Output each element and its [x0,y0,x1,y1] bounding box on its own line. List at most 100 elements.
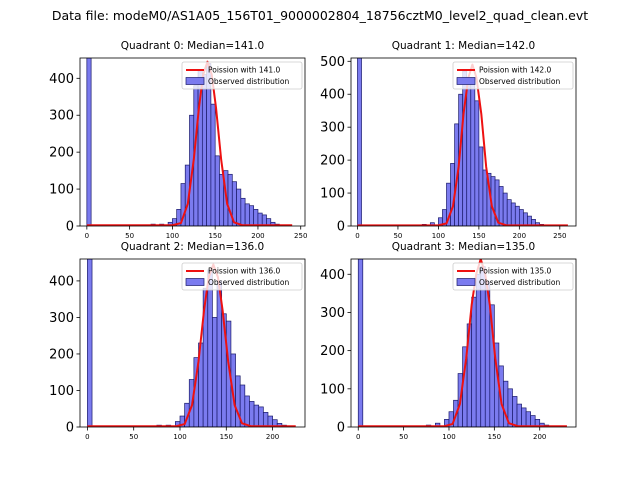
histogram-bar [357,259,364,427]
histogram-bar [512,396,518,427]
histogram-bar [510,202,516,226]
y-tick-label: 0 [66,220,74,235]
x-tick-label: 100 [442,433,455,441]
quadrant-panels: Quadrant 0: Median=141.0 0 100 200 300 400 0 50… [49,40,577,441]
histogram-bar [435,422,441,427]
quadrant-2-panel: Quadrant 2: Median=136.0 0 100 200 300 400 0 50… [49,241,306,441]
histogram-bar [475,273,482,427]
histogram-bar [474,100,480,226]
histogram-bar [506,199,512,226]
legend-label-poisson: Poission with 136.0 [208,267,281,276]
legend-box [452,262,574,291]
y-tick-label: 300 [49,109,74,124]
x-tick-label: 0 [85,232,89,240]
axes-frame [79,57,306,227]
x-tick-label: 200 [266,433,279,441]
legend-label-poisson: Poission with 142.0 [479,66,552,75]
y-tick-label: 400 [49,72,74,87]
histogram-bar [210,103,216,226]
x-tick-label: 50 [129,433,138,441]
x-tick-label: 0 [85,433,89,441]
y-tick-label: 400 [320,88,345,103]
histogram-bar [214,155,220,226]
histogram-bar [480,266,486,427]
histogram-bar [244,203,250,226]
x-tick-label: 200 [533,433,546,441]
x-tick-label: 0 [355,232,359,240]
poisson-curve [358,259,567,427]
histogram-bar [257,212,263,226]
x-tick-label: 50 [393,232,402,240]
x-tick-label: 150 [220,433,233,441]
quadrant-title: Quadrant 2: Median=136.0 [121,241,264,253]
legend-box [452,61,574,90]
y-tick-label: 0 [337,421,345,436]
histogram-bar [249,401,255,427]
histogram-bar [249,205,255,226]
quadrant-1-panel: Quadrant 1: Median=142.0 0 100 200 300 400 500… [320,40,577,240]
histogram-bar [525,411,531,427]
histogram-bar [207,269,213,427]
x-tick-label: 0 [356,433,360,441]
legend-label-poisson: Poission with 141.0 [208,66,281,75]
histogram-bar [244,395,250,427]
quadrant-title: Quadrant 1: Median=142.0 [392,40,535,52]
histogram-bar [521,407,527,427]
histogram-bar [466,84,472,226]
axes-frame [79,258,306,428]
legend-label-observed: Observed distribution [208,77,289,86]
y-tick-label: 200 [320,154,345,169]
histogram-bar [253,404,260,427]
legend-box [181,262,303,291]
histogram-bar [87,259,93,427]
legend-box [181,61,303,90]
legend-bar-swatch [185,278,205,286]
histogram-bar [523,212,528,226]
histogram-bar [471,296,477,427]
figure-suptitle: Data file: modeM0/AS1A05_156T01_90000028… [52,8,588,23]
x-tick-label: 150 [488,433,501,441]
quadrant-title: Quadrant 0: Median=141.0 [121,40,264,52]
histogram-bar [498,186,504,226]
plot-area [86,58,293,226]
histogram-bar [253,209,259,226]
y-tick-label: 100 [49,384,74,399]
histogram-bar [482,169,488,226]
axes-frame [350,57,577,227]
histogram-bar [219,173,225,226]
legend-bar-swatch [456,278,476,286]
legend: Poission with 142.0 Observed distribution [452,61,574,90]
y-tick-label: 0 [66,421,74,436]
y-tick-label: 400 [49,274,74,289]
histogram-bar [516,403,522,427]
y-tick-label: 400 [320,268,345,283]
x-tick-label: 50 [399,433,408,441]
x-tick-label: 200 [513,232,526,240]
y-tick-label: 300 [320,121,345,136]
quadrant-0-panel: Quadrant 0: Median=141.0 0 100 200 300 400 0 50… [49,40,307,240]
histogram-bar [201,74,207,226]
x-tick-label: 100 [432,232,445,240]
x-tick-label: 250 [294,232,307,240]
x-tick-label: 50 [125,232,134,240]
y-tick-label: 100 [320,187,345,202]
histogram-bar [212,317,218,427]
y-tick-label: 500 [320,55,345,70]
legend-bar-swatch [185,77,205,85]
legend: Poission with 136.0 Observed distribution [181,262,303,291]
y-tick-label: 100 [320,382,345,397]
x-tick-label: 150 [208,232,221,240]
legend-label-observed: Observed distribution [479,77,560,86]
x-tick-label: 200 [251,232,264,240]
y-tick-label: 200 [320,344,345,359]
x-tick-label: 250 [553,232,566,240]
histogram-bar [478,146,484,226]
quadrant-3-panel: Quadrant 3: Median=135.0 0 100 200 300 400 0 50… [320,241,577,441]
legend: Poission with 135.0 Observed distribution [452,262,574,291]
histogram-bar [240,197,246,226]
histogram-bar [518,209,524,226]
histogram-bar [86,58,92,226]
y-tick-label: 100 [49,183,74,198]
histogram-bar [357,58,362,226]
